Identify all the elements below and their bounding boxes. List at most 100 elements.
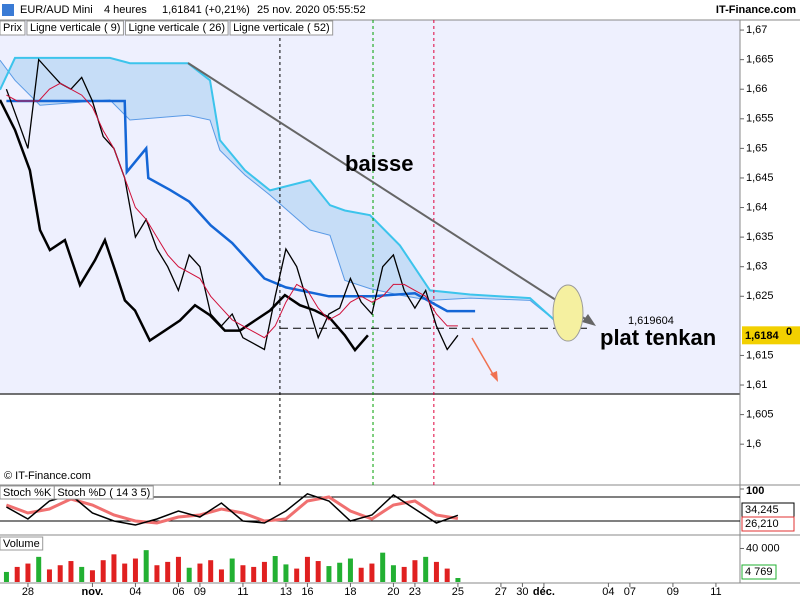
instrument: EUR/AUD Mini: [20, 4, 93, 16]
plot: 1,619604 1,67 1,665 1,66 1,655 1,65 1,645 1,64 1…: [0, 20, 800, 598]
legend-box: [0, 536, 44, 551]
trend-arrow: [187, 62, 591, 323]
volume-bar: [68, 561, 74, 582]
volume-bar: [89, 570, 95, 582]
y-tick-label: 1,6: [746, 438, 761, 450]
legend-entry: Ligne verticale ( 26): [128, 22, 225, 34]
volume-bar: [208, 560, 214, 582]
volume-bar: [283, 564, 289, 582]
volume-bar: [3, 571, 9, 582]
arrow-head: [490, 371, 498, 382]
volume-bar: [132, 558, 138, 582]
y-tick-label: 1,665: [746, 54, 774, 66]
cloud-span-a: [0, 56, 556, 322]
volume-bar: [390, 565, 396, 582]
x-tick-label: 23: [409, 586, 421, 598]
level-label: 1,619604: [628, 315, 674, 327]
volume-bar: [272, 556, 278, 582]
volume-bar: [46, 569, 52, 582]
y-tick-label: 1,64: [746, 201, 767, 213]
legend-entry: Stoch %D ( 14 3 5): [57, 487, 150, 499]
legend-box: [124, 20, 229, 36]
volume-bar: [358, 567, 364, 582]
x-tick-label: 04: [129, 586, 141, 598]
volume-bar: [229, 558, 235, 582]
volume-bar: [444, 568, 450, 582]
legend-entry: Stoch %K: [3, 487, 52, 499]
legend-entry: Ligne verticale ( 9): [30, 22, 121, 34]
last-value: 26,210: [745, 518, 779, 530]
volume-bar: [197, 563, 203, 582]
volume-bar: [401, 566, 407, 582]
period: 4 heures: [104, 4, 147, 16]
chikou-line: [0, 99, 369, 353]
x-tick-label: 18: [344, 586, 356, 598]
copyright: © IT-Finance.com: [4, 470, 91, 482]
volume-bar: [186, 567, 192, 582]
tenkan-line: [6, 82, 458, 339]
y-tick-label: 1,615: [746, 349, 774, 361]
last-value-box: [741, 516, 795, 532]
volume-bar: [154, 565, 160, 582]
volume-bar: [57, 565, 63, 582]
volume-bar: [143, 550, 149, 582]
y-tick-label: 1,605: [746, 409, 774, 421]
x-tick-label: 11: [710, 586, 721, 598]
legend-entry: Ligne verticale ( 52): [233, 22, 330, 34]
x-tick-label: déc.: [533, 586, 555, 598]
volume-bar: [412, 560, 418, 582]
x-tick-label: 11: [237, 586, 248, 598]
stoch-line: [6, 492, 459, 526]
legend-entry: Volume: [3, 538, 40, 550]
volume-bar: [261, 561, 267, 582]
price-line: [5, 58, 459, 351]
last-price-box: [742, 326, 800, 345]
legend-box: [53, 485, 154, 500]
y-tick-label: 1,66: [746, 83, 767, 95]
x-tick-label: 30: [516, 586, 528, 598]
volume-bar: [423, 556, 429, 582]
volume-bar: [165, 561, 171, 582]
x-tick-label: 25: [452, 586, 464, 598]
price: 1,61841 (+0,21%): [162, 4, 250, 16]
volume-bar: [455, 578, 461, 582]
legend-box: [229, 20, 334, 36]
x-tick-label: 16: [301, 586, 313, 598]
volume-bar: [433, 561, 439, 582]
kijun-line: [6, 99, 476, 313]
y-tick-label: 1,63: [746, 261, 767, 273]
volume-bar: [175, 556, 181, 582]
last-value-box: [741, 564, 777, 580]
volume-bar: [304, 556, 310, 582]
datetime: 25 nov. 2020 05:55:52: [257, 4, 366, 16]
legend-box: [26, 20, 124, 36]
x-tick-label: 20: [387, 586, 399, 598]
volume-bar: [218, 569, 224, 582]
last-price-suffix: 0: [786, 326, 792, 338]
x-tick-label: 04: [602, 586, 614, 598]
x-tick-label: 09: [667, 586, 679, 598]
volume-bar: [240, 565, 246, 582]
volume-bar: [294, 568, 300, 582]
annotation: baisse: [345, 151, 414, 176]
volume-bar: [111, 554, 117, 582]
x-tick-label: 13: [280, 586, 292, 598]
site: IT-Finance.com: [716, 4, 796, 16]
legend-box: [0, 20, 26, 36]
y-tick-label: 1,655: [746, 113, 774, 125]
highlight-ellipse: [552, 284, 584, 342]
last-price: 1,6184: [745, 330, 780, 342]
volume-bar: [25, 563, 31, 582]
legend-entry: Prix: [3, 22, 22, 34]
arrow-head: [582, 314, 596, 326]
y-tick-label: 1,61: [746, 379, 767, 391]
volume-bar: [79, 566, 85, 582]
x-tick-label: 27: [495, 586, 507, 598]
volume-bar: [251, 566, 257, 582]
stoch-line: [5, 495, 459, 525]
x-tick-label: nov.: [82, 586, 104, 598]
y-tick-label: 40 000: [746, 542, 780, 554]
x-tick-label: 09: [194, 586, 206, 598]
annotation: plat tenkan: [600, 325, 716, 350]
